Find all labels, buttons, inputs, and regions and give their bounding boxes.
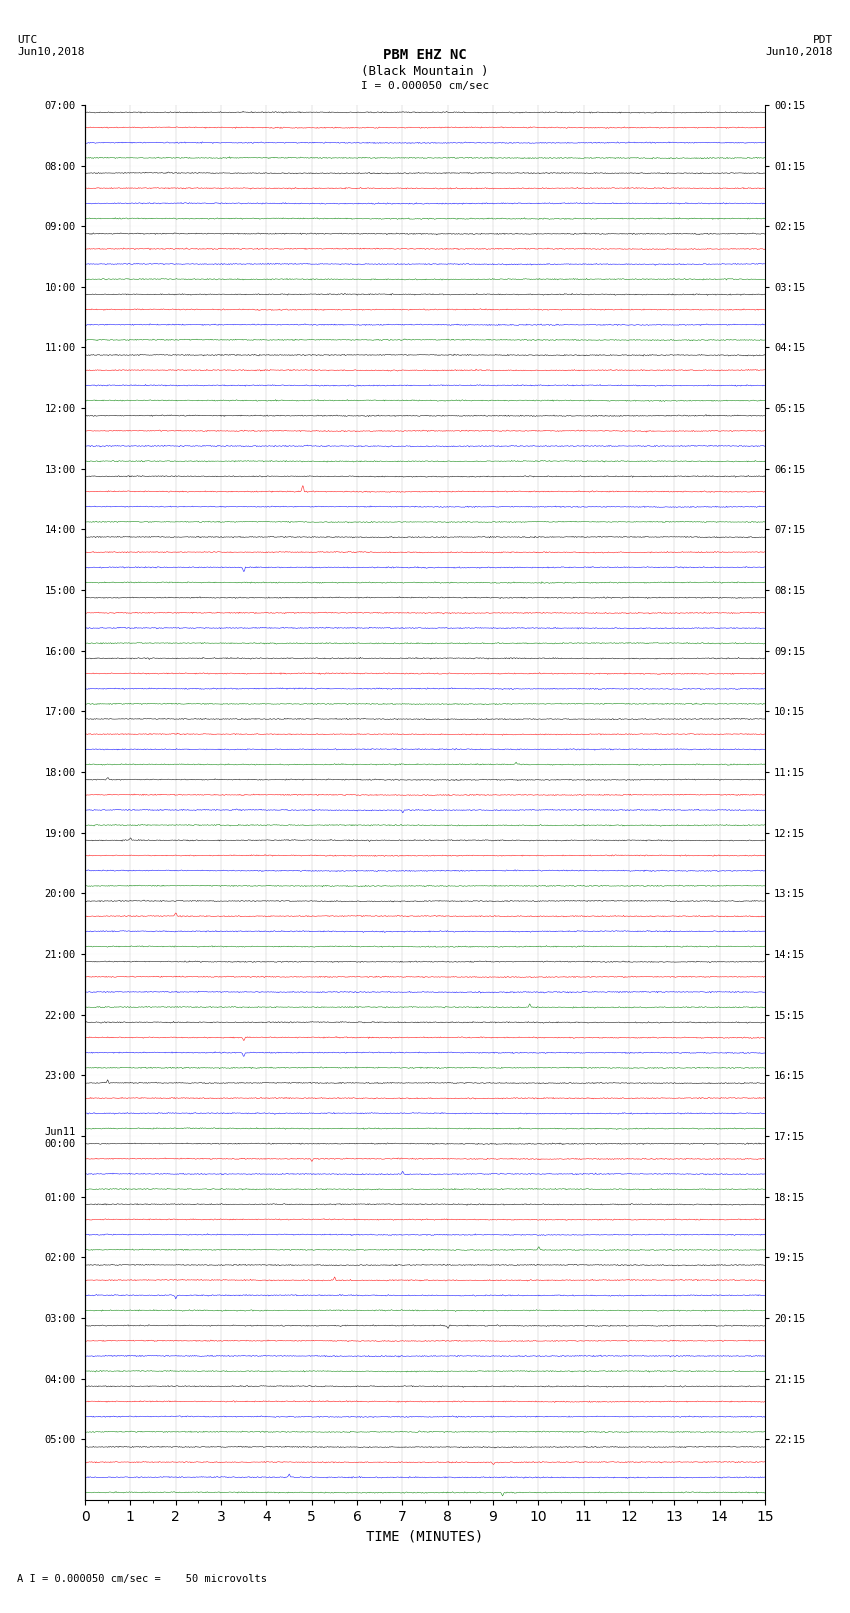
- Text: UTC
Jun10,2018: UTC Jun10,2018: [17, 35, 84, 56]
- Text: (Black Mountain ): (Black Mountain ): [361, 65, 489, 77]
- Text: A I = 0.000050 cm/sec =    50 microvolts: A I = 0.000050 cm/sec = 50 microvolts: [17, 1574, 267, 1584]
- Text: PBM EHZ NC: PBM EHZ NC: [383, 48, 467, 63]
- X-axis label: TIME (MINUTES): TIME (MINUTES): [366, 1529, 484, 1544]
- Text: PDT
Jun10,2018: PDT Jun10,2018: [766, 35, 833, 56]
- Text: I = 0.000050 cm/sec: I = 0.000050 cm/sec: [361, 81, 489, 90]
